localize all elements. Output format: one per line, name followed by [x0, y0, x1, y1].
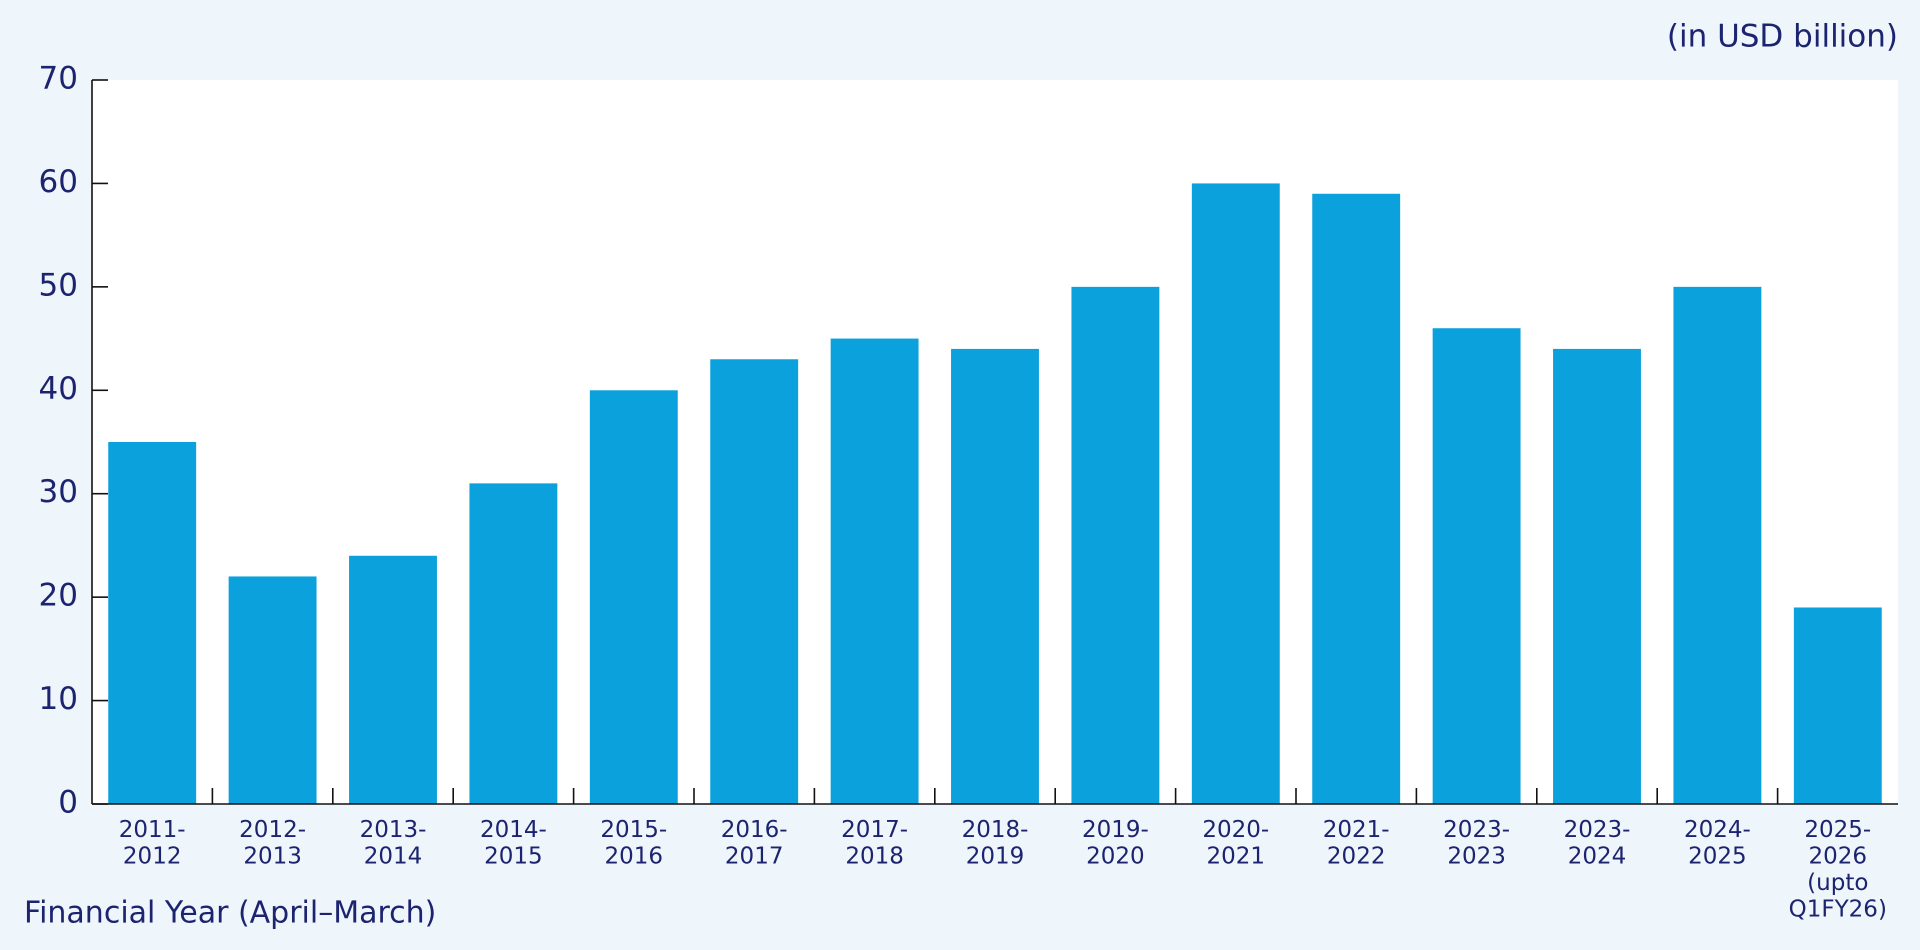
x-tick-label: 2011-2012: [119, 817, 186, 869]
y-tick-label: 60: [39, 164, 78, 200]
x-tick-label: 2017-2018: [841, 817, 908, 869]
y-tick-label: 70: [39, 61, 78, 97]
bar: [1071, 286, 1160, 804]
y-tick-label: 40: [39, 371, 78, 407]
bar: [108, 442, 197, 804]
x-tick-label: 2021-2022: [1323, 817, 1390, 869]
x-tick-label: 2025-2026 (upto Q1FY26): [1789, 817, 1887, 922]
x-axis-title: Financial Year (April–March): [24, 896, 436, 931]
y-tick-label: 20: [39, 578, 78, 614]
bar: [589, 390, 678, 804]
bar: [1553, 348, 1641, 804]
x-tick-label: 2019-2020: [1082, 817, 1149, 869]
x-tick-label: 2015-2016: [600, 817, 667, 869]
bar: [710, 359, 799, 804]
bar: [469, 483, 558, 804]
x-tick-label: 2012-2013: [239, 817, 306, 869]
bar: [830, 338, 919, 804]
x-tick-label: 2018-2019: [962, 817, 1029, 869]
bar: [951, 348, 1039, 804]
bar: [228, 576, 317, 804]
bar: [1432, 328, 1521, 804]
y-tick-label: 50: [39, 267, 78, 303]
bar: [349, 555, 437, 804]
y-tick-label: 0: [58, 785, 78, 821]
x-tick-label: 2013-2014: [360, 817, 427, 869]
unit-label: (in USD billion): [1667, 19, 1898, 55]
x-tick-label: 2014-2015: [480, 817, 547, 869]
bar: [1191, 183, 1280, 804]
y-tick-label: 30: [39, 474, 78, 510]
x-tick-label: 2023-2024: [1564, 817, 1631, 869]
x-tick-label: 2024-2025: [1684, 817, 1751, 869]
x-tick-label: 2020-2021: [1202, 817, 1269, 869]
x-tick-label: 2023-2023: [1443, 817, 1510, 869]
x-tick-label: 2016-2017: [721, 817, 788, 869]
y-tick-label: 10: [39, 681, 78, 717]
bar: [1793, 607, 1882, 804]
bar: [1312, 193, 1401, 804]
bar: [1673, 286, 1762, 804]
